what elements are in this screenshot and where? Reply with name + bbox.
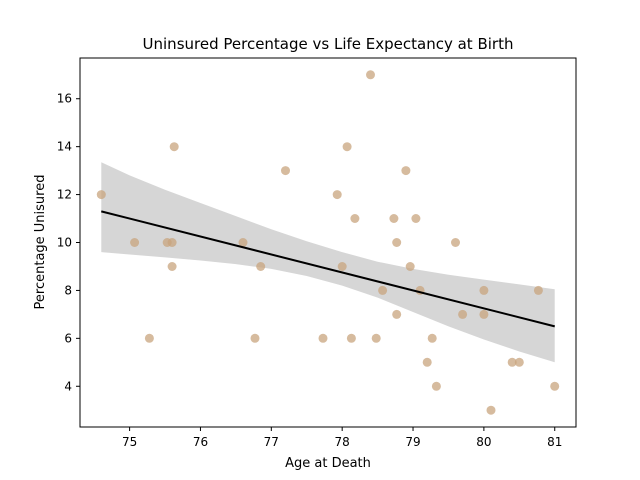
data-point <box>479 285 489 295</box>
data-point <box>96 190 106 200</box>
data-point <box>392 238 402 247</box>
plot-area <box>79 57 577 428</box>
data-point <box>318 333 328 343</box>
data-point <box>486 405 496 415</box>
x-tick-label: 79 <box>405 435 420 449</box>
data-point <box>431 381 441 391</box>
chart-title: Uninsured Percentage vs Life Expectancy … <box>143 35 514 53</box>
data-point <box>479 309 489 319</box>
data-point <box>167 238 177 247</box>
y-tick-label: 8 <box>64 283 72 297</box>
x-tick-label: 80 <box>476 435 491 449</box>
data-point <box>401 166 411 176</box>
data-point <box>378 285 388 295</box>
data-point <box>144 333 154 343</box>
data-point <box>167 262 177 271</box>
data-point <box>411 214 421 223</box>
data-point <box>533 285 543 295</box>
data-point <box>256 262 266 271</box>
y-tick-label: 16 <box>57 92 72 106</box>
data-point <box>389 214 399 223</box>
data-point <box>281 166 290 176</box>
confidence-band <box>101 162 555 363</box>
data-point <box>514 357 524 367</box>
y-axis: 4 6 8 10 12 14 16 <box>57 92 80 393</box>
data-point <box>405 262 415 271</box>
regression-line <box>101 210 555 328</box>
data-point <box>392 309 402 319</box>
y-tick-label: 4 <box>64 379 72 393</box>
y-tick-label: 10 <box>57 236 72 250</box>
x-tick-label: 78 <box>335 435 350 449</box>
data-point <box>342 142 352 152</box>
data-point <box>371 333 381 343</box>
y-tick-label: 14 <box>57 140 72 154</box>
data-point <box>366 70 375 80</box>
data-point <box>458 309 468 319</box>
data-point <box>427 333 437 343</box>
x-tick-label: 75 <box>122 435 137 449</box>
data-point <box>130 238 140 247</box>
y-tick-label: 12 <box>57 188 72 202</box>
x-tick-label: 81 <box>547 435 562 449</box>
data-point <box>507 357 517 367</box>
y-axis-label: Percentage Unisured <box>33 175 48 310</box>
x-axis-label: Age at Death <box>285 456 371 471</box>
y-tick-label: 6 <box>64 331 72 345</box>
data-point <box>238 238 248 247</box>
data-point <box>250 333 260 343</box>
data-point <box>350 214 360 223</box>
x-tick-label: 76 <box>193 435 208 449</box>
data-point <box>550 381 560 391</box>
data-point <box>332 190 342 200</box>
data-point <box>346 333 356 343</box>
x-axis: 75 76 77 78 79 80 81 <box>122 427 562 449</box>
data-point <box>451 238 460 247</box>
data-point <box>337 262 347 271</box>
data-point <box>169 142 179 152</box>
x-tick-label: 77 <box>264 435 279 449</box>
data-point <box>422 357 432 367</box>
